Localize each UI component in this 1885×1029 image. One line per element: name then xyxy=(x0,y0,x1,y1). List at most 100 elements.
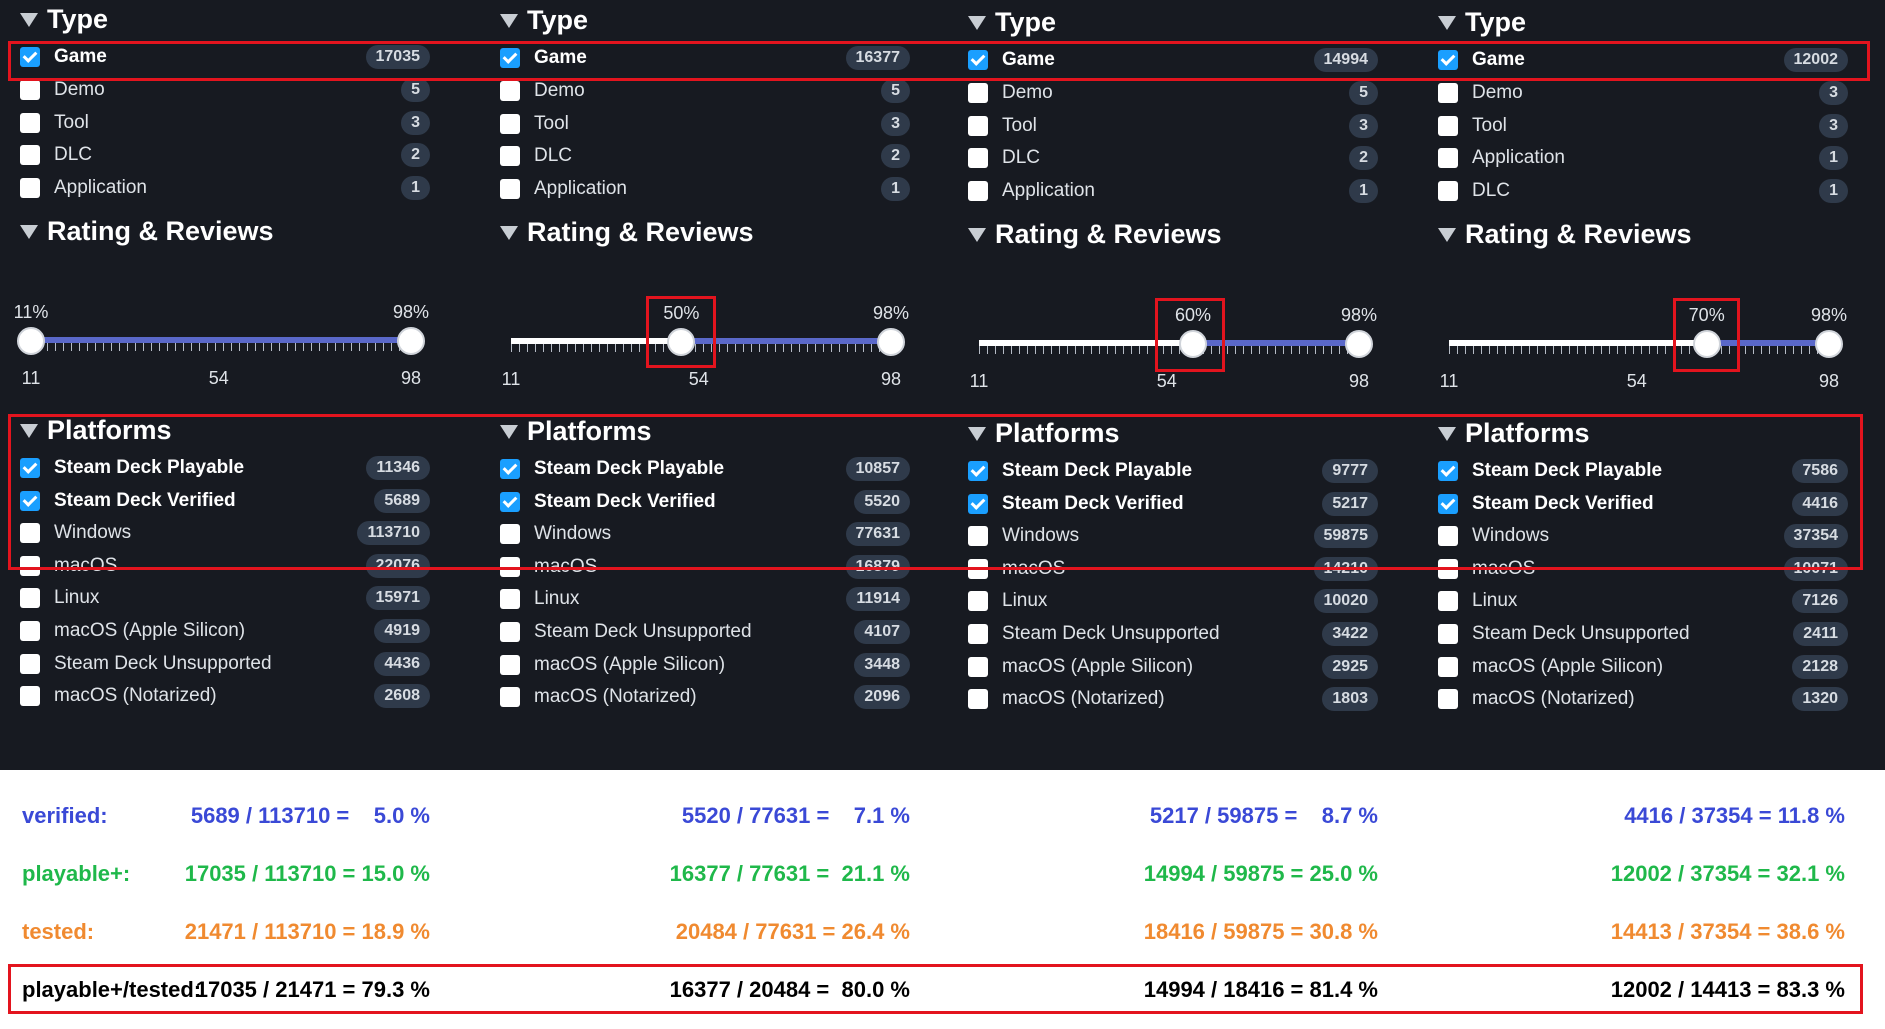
checkbox[interactable] xyxy=(1438,148,1458,169)
type-filter-row[interactable]: Tool 3 xyxy=(968,110,1378,142)
rating-section-header[interactable]: Rating & Reviews xyxy=(500,217,754,248)
checkbox[interactable] xyxy=(500,654,520,675)
type-section-header[interactable]: Type xyxy=(1438,7,1526,38)
checkbox[interactable] xyxy=(500,556,520,577)
checkbox[interactable] xyxy=(500,179,520,200)
slider-track[interactable] xyxy=(31,337,411,343)
platform-filter-row[interactable]: Steam Deck Unsupported 2411 xyxy=(1438,618,1848,650)
platform-filter-row[interactable]: Steam Deck Verified 5217 xyxy=(968,488,1378,520)
type-filter-row[interactable]: Application 1 xyxy=(968,175,1378,207)
slider-track[interactable] xyxy=(979,340,1359,346)
platforms-section-header[interactable]: Platforms xyxy=(968,418,1120,449)
checkbox[interactable] xyxy=(1438,493,1458,514)
checkbox[interactable] xyxy=(500,146,520,167)
checkbox[interactable] xyxy=(500,80,520,101)
platform-filter-row[interactable]: Steam Deck Playable 9777 xyxy=(968,455,1378,487)
type-filter-row[interactable]: DLC 1 xyxy=(1438,175,1848,207)
platforms-section-header[interactable]: Platforms xyxy=(500,416,652,447)
checkbox[interactable] xyxy=(968,493,988,514)
checkbox[interactable] xyxy=(20,686,40,707)
slider-track[interactable] xyxy=(511,338,891,344)
type-filter-row[interactable]: Demo 5 xyxy=(20,74,430,106)
type-filter-row[interactable]: Game 14994 xyxy=(968,44,1378,76)
platform-filter-row[interactable]: Linux 7126 xyxy=(1438,585,1848,617)
slider-low-handle[interactable] xyxy=(667,328,696,356)
slider-track[interactable] xyxy=(1449,340,1829,346)
slider-high-handle[interactable] xyxy=(1345,330,1373,358)
checkbox[interactable] xyxy=(20,588,40,609)
platform-filter-row[interactable]: macOS (Apple Silicon) 4919 xyxy=(20,615,430,647)
type-filter-row[interactable]: Application 1 xyxy=(500,173,910,205)
checkbox[interactable] xyxy=(968,181,988,202)
type-section-header[interactable]: Type xyxy=(968,7,1056,38)
rating-range-slider[interactable]: 70% 98% 11 54 98 xyxy=(1428,305,1848,395)
checkbox[interactable] xyxy=(968,624,988,644)
type-filter-row[interactable]: Demo 5 xyxy=(968,77,1378,109)
checkbox[interactable] xyxy=(1438,558,1458,579)
checkbox[interactable] xyxy=(20,178,40,199)
checkbox[interactable] xyxy=(1438,461,1458,481)
platform-filter-row[interactable]: Steam Deck Playable 10857 xyxy=(500,453,910,485)
platform-filter-row[interactable]: Steam Deck Playable 11346 xyxy=(20,452,430,484)
type-filter-row[interactable]: Tool 3 xyxy=(1438,110,1848,142)
checkbox[interactable] xyxy=(1438,591,1458,612)
platform-filter-row[interactable]: macOS (Notarized) 1320 xyxy=(1438,683,1848,715)
type-filter-row[interactable]: Demo 5 xyxy=(500,75,910,107)
platforms-section-header[interactable]: Platforms xyxy=(1438,418,1590,449)
slider-high-handle[interactable] xyxy=(1815,330,1843,358)
rating-section-header[interactable]: Rating & Reviews xyxy=(968,219,1222,250)
checkbox[interactable] xyxy=(500,622,520,642)
platform-filter-row[interactable]: Linux 10020 xyxy=(968,585,1378,617)
rating-section-header[interactable]: Rating & Reviews xyxy=(20,216,274,247)
platform-filter-row[interactable]: macOS (Apple Silicon) 3448 xyxy=(500,649,910,681)
checkbox[interactable] xyxy=(500,524,520,545)
checkbox[interactable] xyxy=(20,621,40,641)
type-filter-row[interactable]: DLC 2 xyxy=(968,142,1378,174)
checkbox[interactable] xyxy=(1438,82,1458,103)
type-filter-row[interactable]: DLC 2 xyxy=(500,140,910,172)
platform-filter-row[interactable]: Steam Deck Unsupported 3422 xyxy=(968,618,1378,650)
checkbox[interactable] xyxy=(20,653,40,674)
checkbox[interactable] xyxy=(968,50,988,70)
slider-low-handle[interactable] xyxy=(1179,330,1208,358)
checkbox[interactable] xyxy=(20,47,40,67)
platform-filter-row[interactable]: macOS 10071 xyxy=(1438,553,1848,585)
platform-filter-row[interactable]: Steam Deck Unsupported 4107 xyxy=(500,616,910,648)
type-filter-row[interactable]: Game 16377 xyxy=(500,42,910,74)
platform-filter-row[interactable]: macOS 22076 xyxy=(20,550,430,582)
rating-range-slider[interactable]: 60% 98% 11 54 98 xyxy=(958,305,1378,395)
platform-filter-row[interactable]: Linux 15971 xyxy=(20,582,430,614)
platform-filter-row[interactable]: macOS (Notarized) 1803 xyxy=(968,683,1378,715)
slider-low-handle[interactable] xyxy=(1692,330,1721,358)
platform-filter-row[interactable]: Steam Deck Verified 4416 xyxy=(1438,488,1848,520)
slider-low-handle[interactable] xyxy=(17,327,45,355)
rating-range-slider[interactable]: 11% 98% 11 54 98 xyxy=(10,302,430,392)
checkbox[interactable] xyxy=(20,145,40,166)
platform-filter-row[interactable]: Windows 59875 xyxy=(968,520,1378,552)
platform-filter-row[interactable]: macOS (Notarized) 2096 xyxy=(500,681,910,713)
platform-filter-row[interactable]: macOS 14210 xyxy=(968,553,1378,585)
type-filter-row[interactable]: Game 12002 xyxy=(1438,44,1848,76)
checkbox[interactable] xyxy=(500,48,520,68)
checkbox[interactable] xyxy=(500,113,520,134)
type-filter-row[interactable]: Application 1 xyxy=(20,172,430,204)
platform-filter-row[interactable]: macOS (Apple Silicon) 2128 xyxy=(1438,651,1848,683)
checkbox[interactable] xyxy=(1438,624,1458,644)
checkbox[interactable] xyxy=(20,458,40,478)
platform-filter-row[interactable]: macOS (Apple Silicon) 2925 xyxy=(968,651,1378,683)
checkbox[interactable] xyxy=(968,689,988,710)
checkbox[interactable] xyxy=(968,558,988,579)
checkbox[interactable] xyxy=(1438,115,1458,136)
checkbox[interactable] xyxy=(500,459,520,479)
slider-high-handle[interactable] xyxy=(397,327,425,355)
platform-filter-row[interactable]: Steam Deck Verified 5689 xyxy=(20,485,430,517)
checkbox[interactable] xyxy=(1438,526,1458,547)
type-filter-row[interactable]: DLC 2 xyxy=(20,139,430,171)
type-filter-row[interactable]: Application 1 xyxy=(1438,142,1848,174)
checkbox[interactable] xyxy=(968,148,988,169)
checkbox[interactable] xyxy=(1438,50,1458,70)
type-filter-row[interactable]: Tool 3 xyxy=(20,107,430,139)
platform-filter-row[interactable]: Steam Deck Playable 7586 xyxy=(1438,455,1848,487)
platform-filter-row[interactable]: Windows 113710 xyxy=(20,517,430,549)
checkbox[interactable] xyxy=(1438,689,1458,710)
